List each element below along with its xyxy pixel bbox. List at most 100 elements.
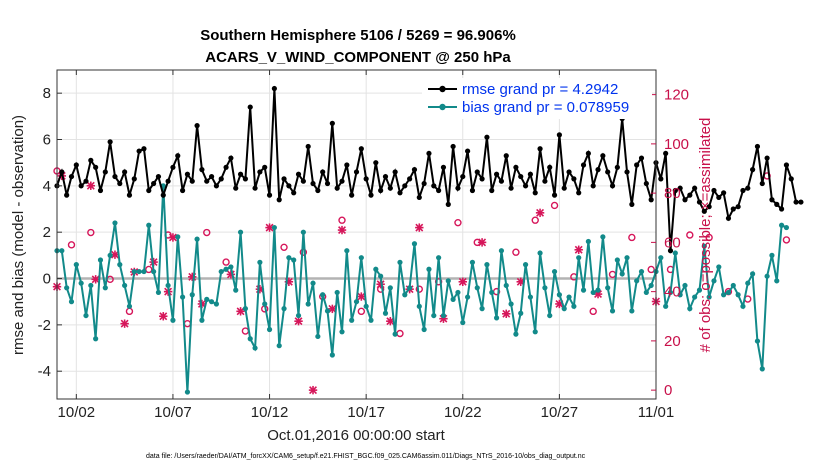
- axis-ticks: 10/02 10/07 10/12 10/17 10/22 10/27 11/01 -4 -2 0…: [38, 70, 689, 421]
- bias-point: [532, 329, 538, 335]
- bias-point: [247, 336, 253, 342]
- legend-box: [422, 78, 652, 119]
- rmse-point: [793, 199, 799, 205]
- obs-assimilated-marker: [120, 319, 129, 328]
- bias-point: [339, 329, 345, 335]
- bias-point: [286, 255, 292, 261]
- rmse-point: [576, 190, 582, 196]
- bias-point: [769, 252, 775, 258]
- y-tick-label: 4: [43, 178, 51, 195]
- bias-point: [542, 285, 548, 291]
- bias-point: [600, 234, 606, 240]
- rmse-point: [276, 197, 282, 203]
- bias-point: [179, 294, 186, 300]
- rmse-point: [271, 85, 277, 92]
- bias-point: [537, 250, 543, 256]
- bias-point: [373, 266, 379, 272]
- rmse-point: [484, 134, 490, 140]
- bias-point: [721, 292, 727, 298]
- bias-point: [580, 287, 587, 293]
- rmse-point: [64, 192, 70, 198]
- rmse-point: [672, 187, 678, 194]
- bias-point: [97, 257, 104, 263]
- y-axis-right-label: # of obs: o=possible; ×=assimilated: [697, 118, 714, 353]
- rmse-point: [474, 169, 480, 175]
- rmse-point: [513, 164, 519, 170]
- x-tick-label: 10/27: [541, 404, 579, 421]
- rmse-point: [706, 204, 712, 210]
- bias-point: [469, 259, 476, 265]
- obs-possible-marker: [280, 243, 288, 252]
- bias-point: [426, 266, 432, 272]
- bias-point: [175, 234, 181, 240]
- rmse-point: [740, 187, 746, 194]
- rmse-point: [199, 167, 205, 173]
- obs-possible-marker: [203, 228, 211, 237]
- rmse-point: [170, 164, 176, 170]
- obs-possible-marker: [357, 307, 366, 316]
- obs-possible-marker: [454, 218, 462, 227]
- bias-point: [624, 255, 630, 261]
- bias-point: [204, 296, 210, 302]
- rmse-point: [218, 176, 224, 182]
- bias-point: [716, 264, 722, 270]
- bias-point: [155, 289, 162, 296]
- bias-point: [305, 301, 311, 307]
- legend-rmse-label: rmse grand pr = 4.2942: [462, 81, 618, 98]
- bias-point: [590, 289, 596, 296]
- bias-point: [503, 282, 509, 289]
- bias-point: [682, 282, 688, 289]
- bias-point: [344, 248, 350, 254]
- rmse-point: [300, 178, 306, 184]
- rmse-point: [479, 176, 485, 182]
- bias-point: [252, 345, 258, 351]
- rmse-point: [334, 185, 340, 191]
- bias-point: [740, 303, 746, 309]
- obs-assimilated-marker: [535, 208, 545, 218]
- rmse-point: [73, 162, 79, 168]
- rmse-point: [324, 180, 331, 187]
- rmse-point: [349, 192, 355, 198]
- bias-point: [146, 222, 152, 228]
- rmse-point: [667, 248, 674, 254]
- y-tick-label: 2: [43, 224, 51, 241]
- obs-possible-marker: [396, 329, 404, 338]
- bias-point: [677, 292, 683, 298]
- bias-point: [64, 285, 70, 291]
- bias-point: [436, 255, 442, 261]
- bias-point: [484, 262, 490, 268]
- rmse-point: [721, 190, 727, 196]
- obs-possible-marker: [67, 241, 76, 249]
- rmse-point: [416, 194, 422, 201]
- bias-point: [329, 352, 335, 358]
- rmse-point: [88, 157, 94, 163]
- bias-point: [122, 282, 128, 289]
- obs-assimilated-marker: [502, 309, 511, 318]
- rmse-point: [798, 199, 804, 205]
- y-tick-label: -2: [38, 317, 51, 334]
- obs-possible-marker: [222, 258, 230, 266]
- obs-possible-marker: [589, 307, 597, 316]
- y-tick-label: 0: [43, 271, 51, 288]
- rmse-point: [754, 143, 761, 150]
- rmse-point: [634, 162, 640, 168]
- bias-point: [237, 229, 244, 235]
- bias-point: [754, 338, 761, 344]
- rmse-point: [735, 204, 741, 210]
- rmse-point: [378, 187, 384, 194]
- rmse-point: [175, 153, 181, 159]
- y-tick-label: 6: [43, 132, 51, 149]
- rmse-point: [465, 148, 471, 154]
- bias-point: [508, 301, 514, 307]
- rmse-point: [247, 104, 253, 110]
- bias-point: [561, 306, 567, 312]
- y-right-tick-label: 0: [664, 382, 672, 399]
- rmse-point: [508, 185, 514, 191]
- bias-line: [57, 185, 787, 393]
- rmse-point: [547, 164, 553, 170]
- bias-point: [701, 243, 707, 249]
- obs-assimilated-marker: [308, 385, 318, 395]
- rmse-point: [469, 187, 476, 194]
- bias-point: [194, 236, 200, 242]
- rmse-point: [223, 164, 229, 170]
